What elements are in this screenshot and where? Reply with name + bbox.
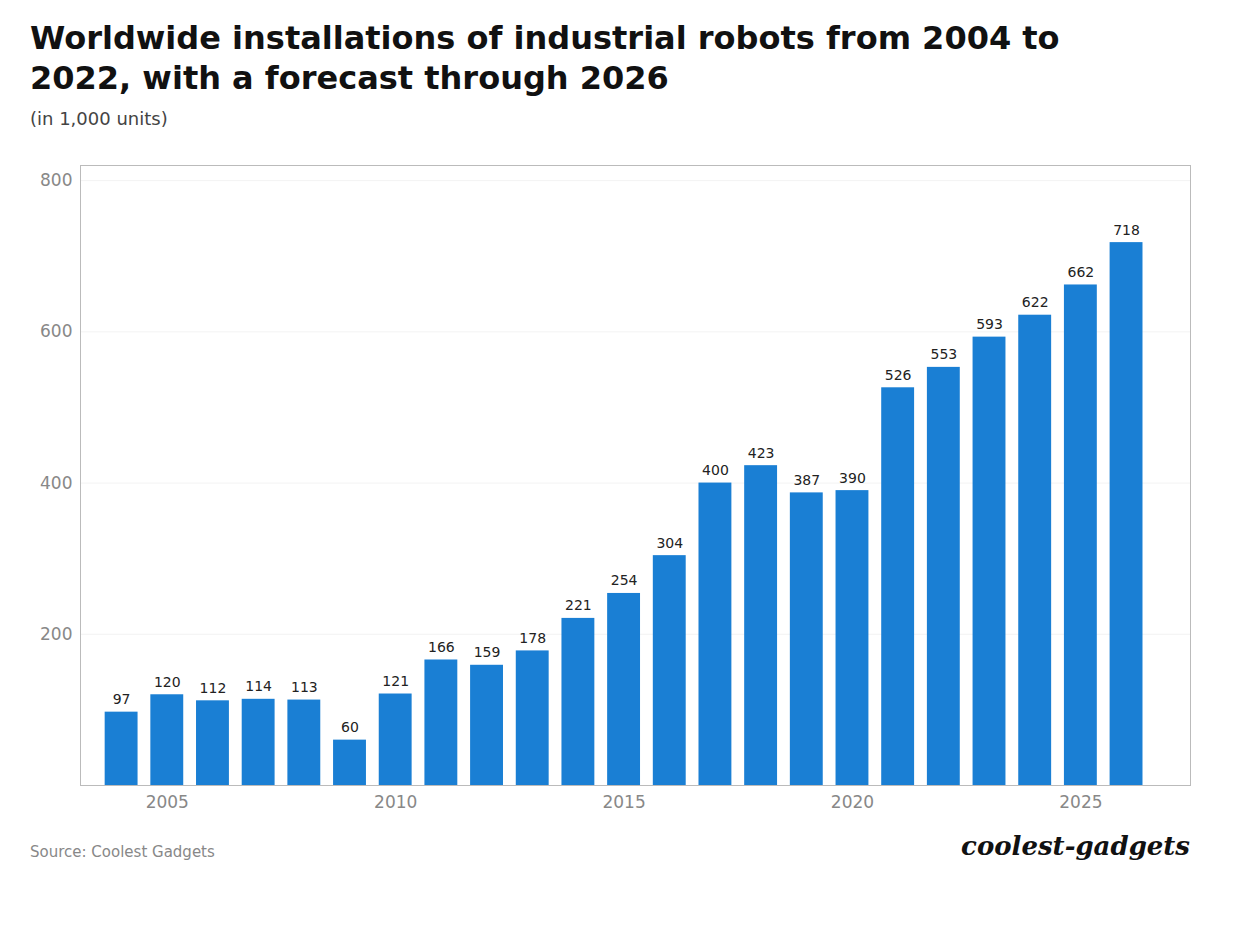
- svg-text:254: 254: [611, 572, 638, 588]
- svg-text:400: 400: [40, 473, 72, 493]
- svg-text:97: 97: [113, 691, 131, 707]
- svg-text:387: 387: [793, 472, 820, 488]
- svg-text:2005: 2005: [146, 792, 189, 812]
- html-text:Source: Coolest Gadgets: Source: Coolest Gadgets: [30, 843, 215, 861]
- svg-text:60: 60: [341, 719, 359, 735]
- svg-text:121: 121: [382, 673, 409, 689]
- svg-text:114: 114: [245, 678, 272, 694]
- svg-text:2010: 2010: [374, 792, 417, 812]
- svg-text:718: 718: [1113, 222, 1140, 238]
- html-text:coolest-gadgets: coolest-gadgets: [961, 831, 1190, 861]
- svg-text:662: 662: [1068, 264, 1095, 280]
- svg-text:400: 400: [702, 462, 729, 478]
- svg-text:200: 200: [40, 624, 72, 644]
- svg-text:423: 423: [748, 445, 775, 461]
- svg-text:2020: 2020: [831, 792, 874, 812]
- svg-text:159: 159: [474, 644, 501, 660]
- svg-text:600: 600: [40, 321, 72, 341]
- svg-text:526: 526: [885, 367, 912, 383]
- svg-text:112: 112: [200, 680, 227, 696]
- svg-text:2025: 2025: [1059, 792, 1102, 812]
- svg-text:120: 120: [154, 674, 181, 690]
- svg-text:593: 593: [976, 316, 1003, 332]
- svg-text:166: 166: [428, 639, 455, 655]
- svg-text:304: 304: [656, 535, 683, 551]
- svg-text:113: 113: [291, 679, 318, 695]
- html-text:(in 1,000 units): (in 1,000 units): [30, 108, 168, 129]
- svg-text:622: 622: [1022, 294, 1049, 310]
- svg-text:221: 221: [565, 597, 592, 613]
- svg-text:800: 800: [40, 170, 72, 190]
- svg-text:2015: 2015: [602, 792, 645, 812]
- svg-text:553: 553: [930, 346, 957, 362]
- html-text:Worldwide installations of ind: Worldwide installations of industrial ro…: [30, 19, 1060, 97]
- svg-text:390: 390: [839, 470, 866, 486]
- svg-text:178: 178: [519, 630, 546, 646]
